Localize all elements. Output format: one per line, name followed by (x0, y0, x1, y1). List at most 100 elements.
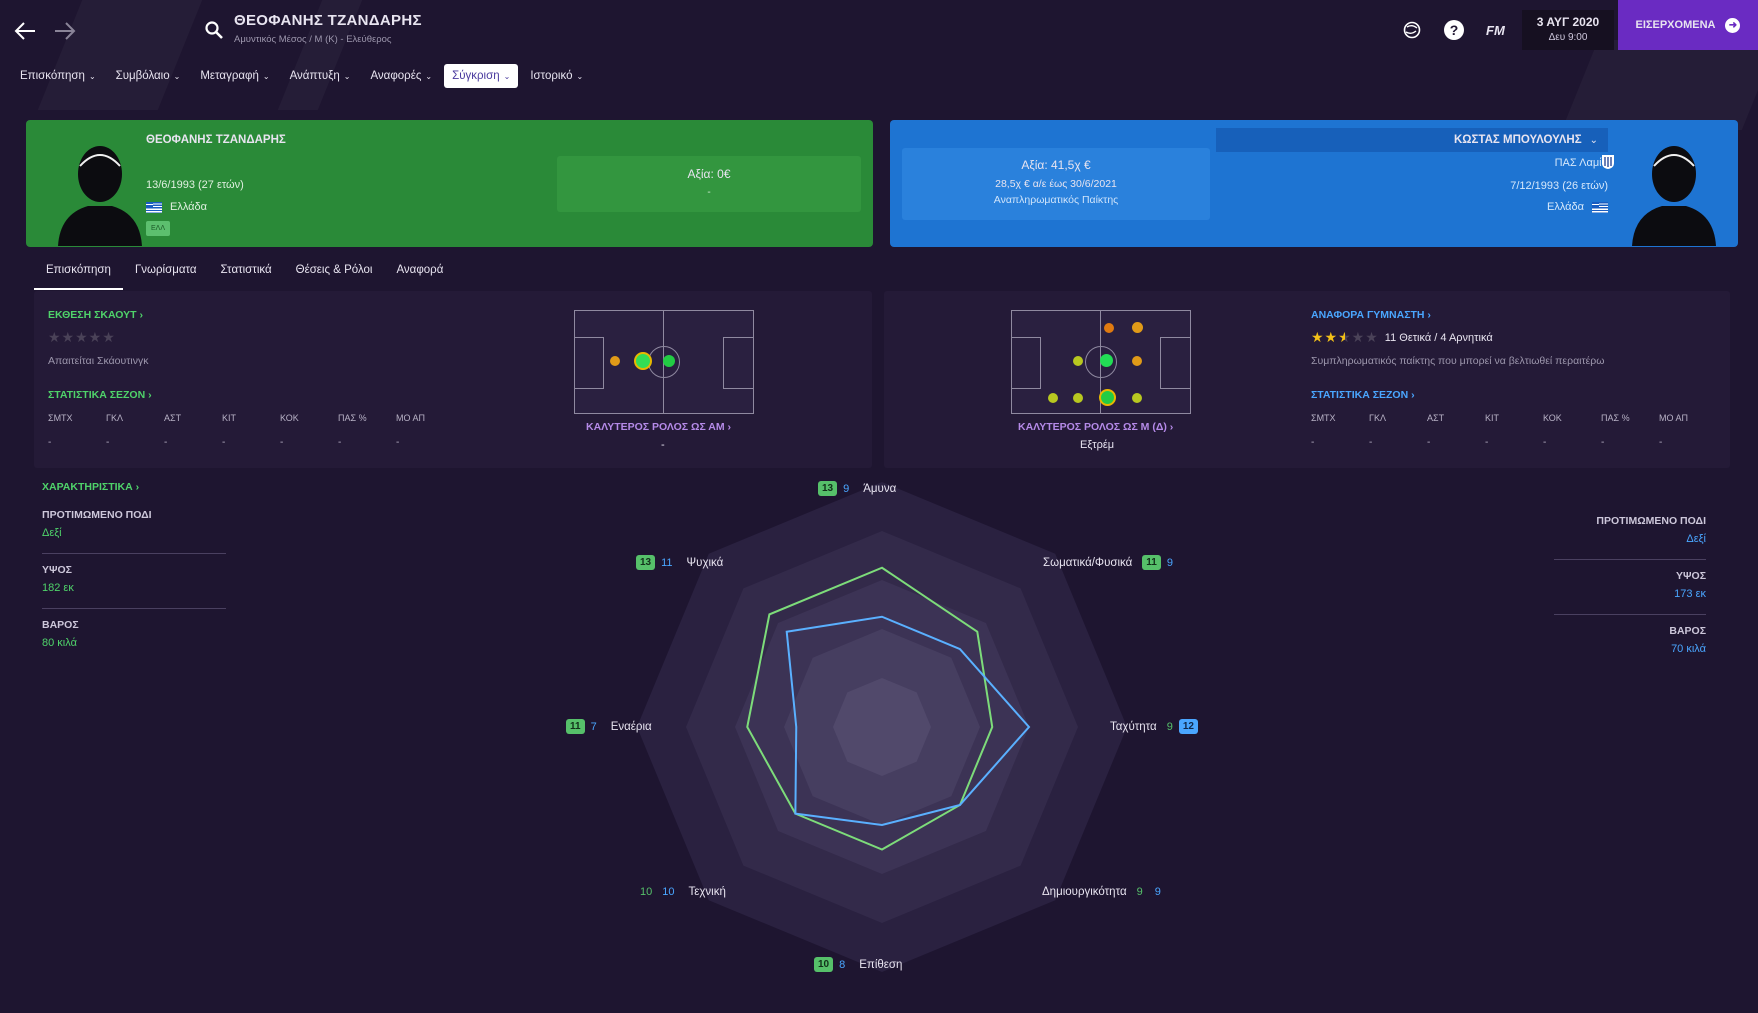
player-avatar-left (58, 146, 142, 246)
globe-icon[interactable] (1400, 18, 1424, 42)
attributes-link[interactable]: ΧΑΡΑΚΤΗΡΙΣΤΙΚΑ › (42, 481, 140, 493)
search-icon[interactable] (204, 20, 224, 45)
foot-value: Δεξί (1686, 533, 1706, 545)
radar-label-aerial: 11 7 Εναέρια (566, 719, 652, 734)
height-label: ΥΨΟΣ (42, 564, 72, 576)
radar-label-physical: Σωματικά/Φυσικά 11 9 (1043, 555, 1173, 570)
stat-column: ΣΜΤΧ - (48, 413, 73, 448)
left-summary-panel: ΕΚΘΕΣΗ ΣΚΑΟΥΤ › ★★★★★ Απαιτείται Σκάουτι… (34, 291, 872, 468)
back-button[interactable] (8, 14, 42, 48)
position-dot-unconvincing (1104, 323, 1114, 333)
stat-column: ΜΟ ΑΠ - (396, 413, 426, 448)
right-player-name: ΚΩΣΤΑΣ ΜΠΟΥΛΟΥΛΗΣ (1453, 134, 1582, 146)
height-value: 182 εκ (42, 582, 74, 594)
foot-label: ΠΡΟΤΙΜΩΜΕΝΟ ΠΟΔΙ (1596, 515, 1706, 527)
best-role-left: - (661, 439, 665, 451)
scout-stars: ★★★★★ (48, 329, 116, 345)
radar-ring (833, 678, 931, 776)
foot-label: ΠΡΟΤΙΜΩΜΕΝΟ ΠΟΔΙ (42, 509, 152, 521)
nationality-code-badge: ΕΛΛ (146, 221, 171, 236)
menu-reports[interactable]: Αναφορές ⌄ (370, 70, 433, 82)
sub-tabs: Επισκόπηση Γνωρίσματα Στατιστικά Θέσεις … (34, 258, 455, 290)
stat-column: ΓΚΛ - (106, 413, 123, 448)
chevron-down-icon: ⌄ (576, 71, 584, 81)
radar-polygon-right (785, 615, 1031, 827)
continue-label: ΕΙΣΕΡΧΟΜΕΝΑ (1635, 19, 1716, 31)
scout-report-link[interactable]: ΕΚΘΕΣΗ ΣΚΑΟΥΤ › (48, 309, 143, 321)
season-stats-link-left[interactable]: ΣΤΑΤΙΣΤΙΚΑ ΣΕΖΟΝ › (48, 389, 152, 401)
position-dot-accomplished (1048, 393, 1058, 403)
right-player-club: ΠΑΣ Λαμία (1554, 157, 1608, 169)
season-stats-right: ΣΜΤΧ - ΓΚΛ - ΑΣΤ - ΚΙΤ - ΚΟΚ - ΠΑΣ % - ΜΟ ΑΠ - (1311, 413, 1717, 448)
current-time: Δευ 9:00 (1548, 32, 1588, 43)
coach-rating: ★★★★★ 11 Θετικά / 4 Αρνητικά (1311, 329, 1493, 346)
tab-report[interactable]: Αναφορά (396, 264, 444, 276)
fm-logo[interactable]: FM (1486, 23, 1505, 38)
foot-value: Δεξί (42, 527, 62, 539)
menu-overview[interactable]: Επισκόπηση ⌄ (20, 70, 96, 82)
coach-summary: 11 Θετικά / 4 Αρνητικά (1384, 331, 1493, 344)
right-player-status: Αναπληρωματικός Παίκτης (993, 194, 1119, 206)
stat-column: ΚΟΚ - (280, 413, 299, 448)
positions-pitch-left (574, 310, 754, 414)
radar-label-vision: Δημιουργικότητα 9 9 (1042, 886, 1161, 898)
page-subtitle: Αμυντικός Μέσος / Μ (Κ) - Ελεύθερος (234, 34, 392, 45)
chevron-down-icon: ⌄ (88, 71, 96, 81)
chevron-down-icon: ⌄ (1589, 134, 1598, 146)
tab-positions-roles[interactable]: Θέσεις & Ρόλοι (295, 264, 373, 276)
continue-button[interactable]: ΕΙΣΕΡΧΟΜΕΝΑ ➜ (1618, 0, 1758, 50)
position-dot-natural (634, 352, 652, 370)
greek-flag-icon (1592, 201, 1608, 213)
forward-button[interactable] (48, 14, 82, 48)
date-display[interactable]: 3 ΑΥΓ 2020 Δευ 9:00 (1522, 10, 1614, 50)
greek-flag-icon (146, 201, 162, 213)
menu-compare[interactable]: Σύγκριση ⌄ (444, 64, 519, 88)
coach-report-link[interactable]: ΑΝΑΦΟΡΑ ΓΥΜΝΑΣΤΗ › (1311, 309, 1431, 321)
menu-transfer[interactable]: Μεταγραφή ⌄ (200, 70, 270, 82)
height-value: 173 εκ (1674, 588, 1706, 600)
right-player-nation: Ελλάδα (1478, 201, 1608, 213)
stat-column: ΚΙΤ - (1485, 413, 1500, 448)
club-crest-icon (1600, 154, 1616, 170)
help-icon[interactable]: ? (1442, 18, 1466, 42)
best-role-link-left[interactable]: ΚΑΛΥΤΕΡΟΣ ΡΟΛΟΣ ΩΣ ΑΜ › (586, 421, 732, 433)
best-role-right: Εξτρέμ (1080, 439, 1115, 451)
player-select-dropdown[interactable]: ΚΩΣΤΑΣ ΜΠΟΥΛΟΥΛΗΣ ⌄ (1216, 128, 1608, 152)
stat-column: ΜΟ ΑΠ - (1659, 413, 1689, 448)
main-menu: Επισκόπηση ⌄ Συμβόλαιο ⌄ Μεταγραφή ⌄ Ανάπτυ… (12, 64, 591, 88)
stat-column: ΚΙΤ - (222, 413, 237, 448)
season-stats-left: ΣΜΤΧ - ΓΚΛ - ΑΣΤ - ΚΙΤ - ΚΟΚ - ΠΑΣ % - ΜΟ ΑΠ - (48, 413, 454, 448)
stat-column: ΠΑΣ % - (1601, 413, 1630, 448)
left-player-value: Αξία: 0€ (687, 167, 731, 181)
tab-overview[interactable]: Επισκόπηση (34, 258, 123, 290)
menu-development[interactable]: Ανάπτυξη ⌄ (289, 70, 351, 82)
chevron-down-icon: ⌄ (503, 71, 511, 81)
left-player-name: ΘΕΟΦΑΝΗΣ ΤΖΑΝΔΑΡΗΣ (146, 134, 286, 146)
right-value-box: Αξία: 41,5χ € 28,5χ € α/ε έως 30/6/2021 … (902, 148, 1210, 220)
radar-label-mental: 13 11 Ψυχικά (636, 555, 723, 570)
right-summary-panel: ΚΑΛΥΤΕΡΟΣ ΡΟΛΟΣ ΩΣ Μ (Δ) › Εξτρέμ ΑΝΑΦΟΡ… (884, 291, 1730, 468)
right-player-dob: 7/12/1993 (26 ετών) (1510, 180, 1608, 192)
position-dot-accomplished (663, 355, 675, 367)
chevron-down-icon: ⌄ (173, 71, 181, 81)
position-dot-natural-selected (1099, 389, 1116, 406)
radar-label-technique: 10 10 Τεχνική (640, 886, 726, 898)
weight-label: ΒΑΡΟΣ (1669, 625, 1706, 637)
tab-stats[interactable]: Στατιστικά (220, 264, 272, 276)
chevron-down-icon: ⌄ (343, 71, 351, 81)
season-stats-link-right[interactable]: ΣΤΑΤΙΣΤΙΚΑ ΣΕΖΟΝ › (1311, 389, 1415, 401)
position-dot-natural (1100, 354, 1113, 367)
menu-contract[interactable]: Συμβόλαιο ⌄ (115, 70, 181, 82)
position-dot-competent (610, 356, 620, 366)
menu-history[interactable]: Ιστορικό ⌄ (530, 70, 584, 82)
right-player-wage: 28,5χ € α/ε έως 30/6/2021 (995, 178, 1117, 190)
weight-value: 70 κιλά (1671, 643, 1706, 655)
forward-arrow-icon (55, 22, 76, 40)
radar-polygon-left (746, 566, 994, 851)
best-role-link-right[interactable]: ΚΑΛΥΤΕΡΟΣ ΡΟΛΟΣ ΩΣ Μ (Δ) › (1018, 421, 1174, 433)
weight-value: 80 κιλά (42, 637, 77, 649)
tab-attributes[interactable]: Γνωρίσματα (134, 264, 197, 276)
left-player-card: ΘΕΟΦΑΝΗΣ ΤΖΑΝΔΑΡΗΣ 13/6/1993 (27 ετών) Ε… (26, 120, 873, 247)
right-player-card: Αξία: 41,5χ € 28,5χ € α/ε έως 30/6/2021 … (890, 120, 1738, 247)
position-dot-competent (1132, 356, 1142, 366)
